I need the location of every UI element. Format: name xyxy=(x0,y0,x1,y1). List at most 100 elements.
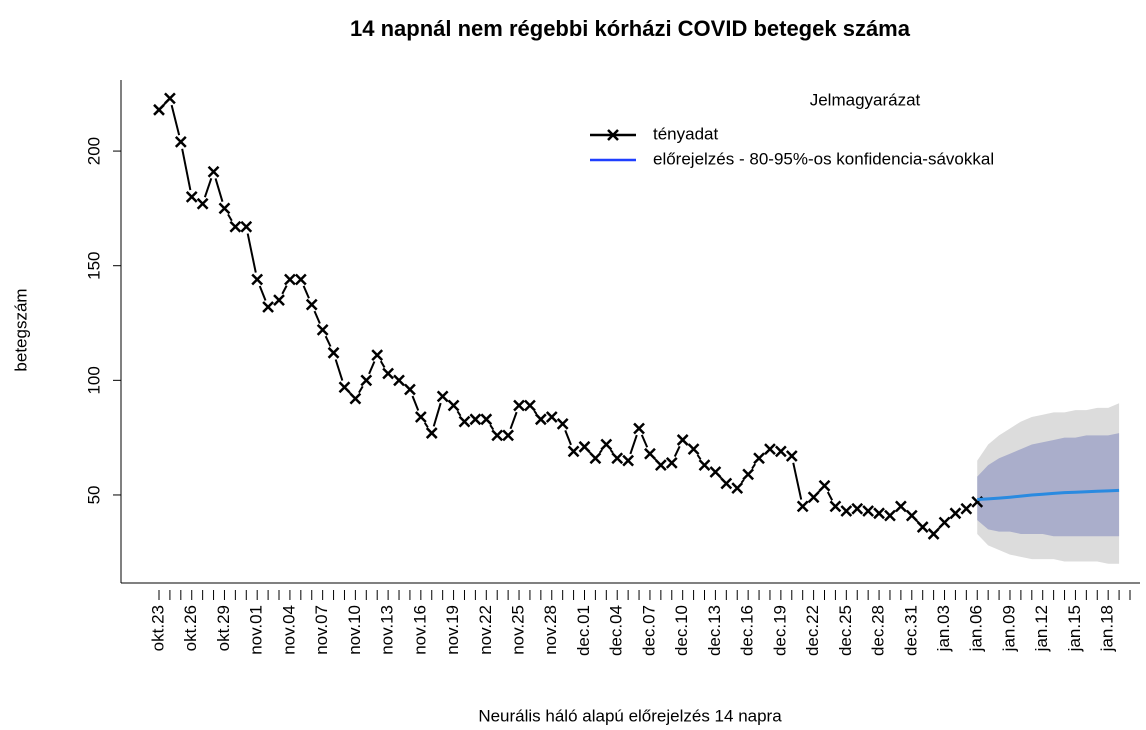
point xyxy=(218,202,231,215)
line-segment xyxy=(170,104,181,136)
x-tick-label: dec.10 xyxy=(672,605,691,656)
x-tick-label: nov.22 xyxy=(476,605,495,655)
line-segment xyxy=(489,424,495,431)
x-tick-label: nov.01 xyxy=(247,605,266,655)
point xyxy=(371,349,384,361)
line-segment xyxy=(313,310,321,324)
line-segment xyxy=(792,462,803,500)
line-segment xyxy=(629,434,638,455)
point xyxy=(567,445,580,458)
point xyxy=(174,136,187,148)
point xyxy=(774,445,787,458)
line-segment xyxy=(751,463,756,470)
point xyxy=(938,516,951,529)
forecast-line xyxy=(977,488,1120,502)
line-segment xyxy=(163,102,166,106)
x-tick-label: dec.16 xyxy=(738,605,757,656)
point xyxy=(665,456,678,469)
point xyxy=(807,491,820,504)
line-segment xyxy=(334,359,344,381)
line-segment xyxy=(227,213,233,222)
line-segment xyxy=(203,178,213,198)
chart-title: 14 napnál nem régebbi kórházi COVID bete… xyxy=(350,16,911,41)
point xyxy=(305,298,318,311)
point xyxy=(927,528,940,540)
point xyxy=(207,165,220,178)
point xyxy=(480,413,493,426)
line-segment xyxy=(817,490,821,493)
point xyxy=(425,427,438,439)
point xyxy=(284,273,296,286)
point xyxy=(916,521,929,533)
point xyxy=(742,468,755,481)
x-tick-label: jan.12 xyxy=(1032,605,1051,652)
line-segment xyxy=(324,335,332,347)
point xyxy=(578,440,591,453)
x-tick-label: dec.13 xyxy=(705,605,724,656)
line-segment xyxy=(246,233,257,273)
line-segment xyxy=(609,449,614,454)
line-segment xyxy=(654,458,657,461)
line-segment xyxy=(740,479,745,484)
point xyxy=(229,220,242,233)
x-tick-label: nov.10 xyxy=(345,605,364,655)
line-segment xyxy=(368,361,376,375)
point xyxy=(905,509,918,522)
line-segment xyxy=(533,410,538,415)
x-tick-label: dec.25 xyxy=(836,605,855,656)
point xyxy=(153,103,165,116)
point xyxy=(709,466,722,478)
point xyxy=(622,454,635,467)
point xyxy=(316,324,329,336)
x-tick-label: nov.19 xyxy=(443,605,462,655)
point xyxy=(360,374,373,387)
x-tick-label: okt.29 xyxy=(214,605,233,651)
point xyxy=(414,411,427,423)
line-segment xyxy=(640,434,649,448)
line-segment xyxy=(598,449,603,454)
y-tick-label: 50 xyxy=(84,486,103,505)
line-segment xyxy=(509,411,518,430)
line-segment xyxy=(432,402,442,427)
point xyxy=(884,509,896,522)
point xyxy=(600,438,613,451)
point xyxy=(502,429,515,442)
point xyxy=(698,459,711,472)
point xyxy=(436,390,449,403)
point xyxy=(240,220,253,233)
y-tick-label: 200 xyxy=(84,137,103,165)
line-segment xyxy=(673,445,681,457)
line-segment xyxy=(564,430,572,446)
y-tick-label: 150 xyxy=(84,252,103,280)
x-tick-label: jan.18 xyxy=(1098,605,1117,652)
point xyxy=(294,273,307,286)
point xyxy=(327,346,340,359)
line-segment xyxy=(214,178,224,202)
x-tick-label: nov.07 xyxy=(312,605,331,655)
point xyxy=(753,452,765,465)
line-segment xyxy=(456,410,462,417)
point xyxy=(862,505,875,517)
line-segment xyxy=(281,285,288,295)
point xyxy=(949,507,962,520)
line-segment xyxy=(379,360,386,368)
point xyxy=(447,399,460,412)
legend-title: Jelmagyarázat xyxy=(810,90,921,109)
point xyxy=(829,500,842,513)
point xyxy=(589,452,602,465)
point xyxy=(349,392,362,405)
point xyxy=(458,415,471,428)
point xyxy=(676,434,689,446)
line-segment xyxy=(258,285,267,301)
line-segment xyxy=(348,391,352,395)
point xyxy=(611,452,624,465)
line-segment xyxy=(937,526,941,530)
point xyxy=(731,482,744,494)
point xyxy=(338,381,351,394)
line-segment xyxy=(826,491,834,501)
point xyxy=(491,429,504,442)
x-tick-label: okt.26 xyxy=(181,605,200,651)
point xyxy=(840,505,853,517)
point xyxy=(404,383,416,396)
line-segment xyxy=(719,476,723,480)
